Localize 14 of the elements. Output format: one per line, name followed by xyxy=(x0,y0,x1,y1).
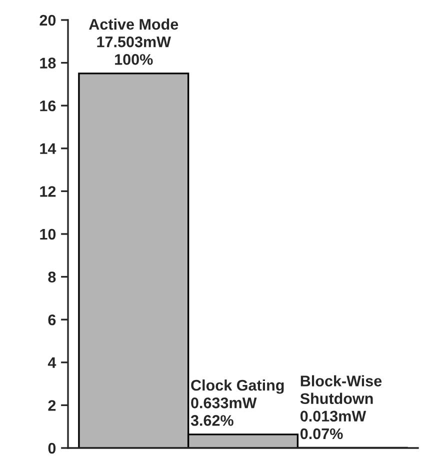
y-tick-label: 12 xyxy=(40,186,56,197)
data-label: Block-Wise Shutdown 0.013mW 0.07% xyxy=(300,375,382,440)
y-tick-label: 0 xyxy=(48,442,56,454)
y-tick-label: 2 xyxy=(48,400,56,411)
y-tick-label: 18 xyxy=(40,58,56,68)
y-tick-label: 16 xyxy=(40,100,56,112)
y-tick-label: 6 xyxy=(48,314,56,326)
y-tick-label: 8 xyxy=(48,272,56,282)
y-tick-label: 10 xyxy=(40,228,56,240)
y-tick-label: 14 xyxy=(40,143,56,154)
data-label: Active Mode 17.503mW 100% xyxy=(89,18,178,65)
y-tick-label: 4 xyxy=(48,357,56,368)
y-tick-label: 20 xyxy=(40,14,56,26)
data-label: Clock Gating 0.633mW 3.62% xyxy=(190,379,284,426)
